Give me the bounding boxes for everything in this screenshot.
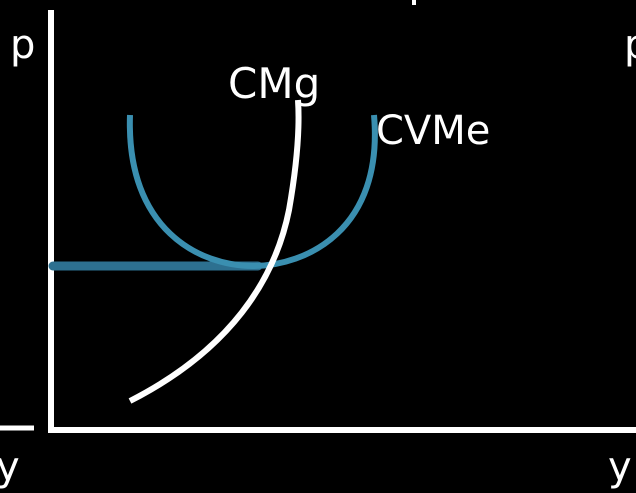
quantity-axis-label-right: y xyxy=(608,444,632,490)
avg-variable-cost-label: CVMe xyxy=(376,108,490,154)
price-axis-label-left: p xyxy=(10,22,35,68)
marginal-cost-curve xyxy=(128,99,302,404)
avg-variable-cost-curve xyxy=(126,114,378,270)
quantity-axis-label-left: y xyxy=(0,444,20,490)
marginal-cost-label: CMg xyxy=(228,59,320,108)
price-axis-label-right: p xyxy=(624,22,636,68)
